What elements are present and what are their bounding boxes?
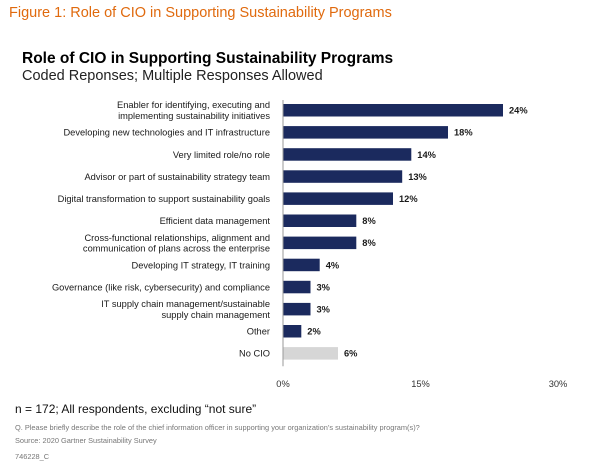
value-label: 24% [509,106,528,116]
category-label: No CIO [239,349,270,359]
category-label: Cross-functional relationships, alignmen… [84,233,270,243]
value-label: 8% [362,216,376,226]
x-tick-label: 0% [276,379,289,389]
category-label: Advisor or part of sustainability strate… [84,172,270,182]
chart-title: Role of CIO in Supporting Sustainability… [22,50,394,67]
bar [283,347,338,360]
value-label: 6% [344,349,358,359]
category-label: implementing sustainability initiatives [118,111,270,121]
bar [283,170,403,183]
category-label: supply chain management [161,310,270,320]
bar [283,192,393,205]
category-label: Very limited role/no role [173,150,270,160]
x-tick-label: 30% [549,379,568,389]
category-label: Governance (like risk, cybersecurity) an… [52,282,270,292]
bar [283,236,357,250]
category-label: Other [247,327,270,337]
category-label: Developing IT strategy, IT training [132,260,271,270]
value-label: 3% [317,304,331,314]
bar [283,325,302,338]
sample-note: n = 172; All respondents, excluding “not… [15,402,257,416]
bar [283,126,448,139]
category-label: Efficient data management [160,216,271,226]
bar [283,302,311,316]
category-label: IT supply chain management/sustainable [101,299,270,309]
value-label: 13% [408,172,427,182]
bar [283,148,412,161]
chart-subtitle: Coded Reponses; Multiple Responses Allow… [22,68,323,84]
category-label: Developing new technologies and IT infra… [63,128,270,138]
value-label: 12% [399,194,418,204]
category-label: communication of plans across the enterp… [83,244,270,254]
bar [283,214,357,227]
survey-question: Q. Please briefly describe the role of t… [15,423,420,432]
source-note: Source: 2020 Gartner Sustainability Surv… [15,436,157,445]
bar [283,280,311,294]
category-label: Enabler for identifying, executing and [117,100,270,110]
category-label: Digital transformation to support sustai… [58,194,271,204]
bar-chart: 24% Enabler for identifying, executing an… [52,100,568,389]
document-code: 746228_C [15,452,50,461]
bar [283,104,503,117]
value-label: 4% [326,260,340,270]
figure-title: Figure 1: Role of CIO in Supporting Sust… [9,5,392,21]
value-label: 3% [317,282,331,292]
bar [283,258,320,272]
value-label: 2% [307,327,321,337]
value-label: 18% [454,128,473,138]
value-label: 14% [417,150,436,160]
x-tick-label: 15% [411,379,430,389]
value-label: 8% [362,238,376,248]
